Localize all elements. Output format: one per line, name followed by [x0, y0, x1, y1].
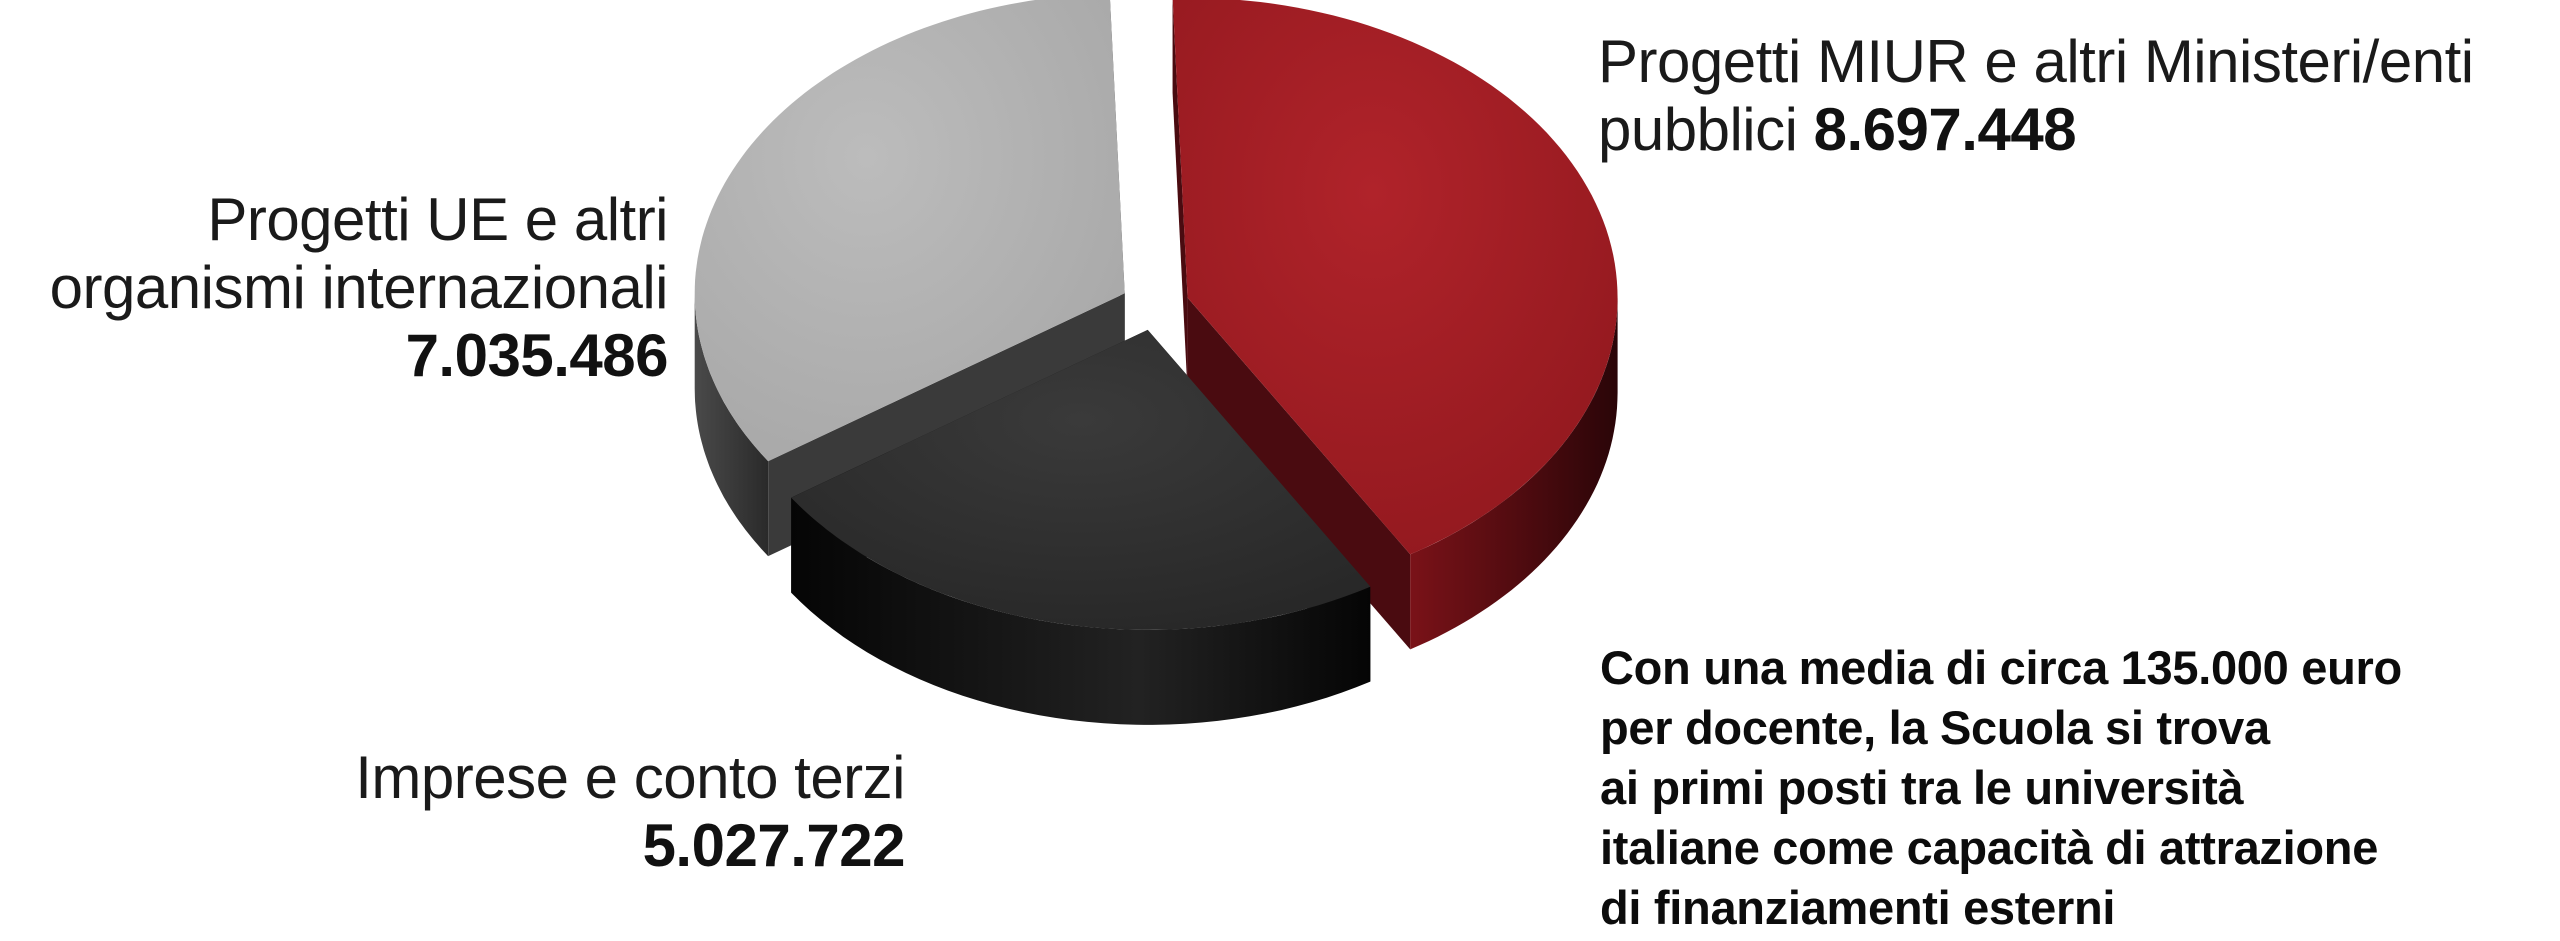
slice-cut-miur-1 — [1187, 297, 1411, 650]
slice-label-ue-line-2: organismi internazionali — [49, 254, 669, 321]
funding-note-line-5: di finanziamenti esterni — [1600, 881, 2116, 934]
slice-label-imprese-line-1: Imprese e conto terzi — [355, 744, 905, 811]
pie-slice-ue — [694, 0, 1125, 462]
pie-slice-imprese — [791, 329, 1371, 630]
slice-label-miur-line-1: Progetti MIUR e altri Ministeri/enti — [1598, 28, 2474, 95]
slice-cut-miur-0 — [1172, 0, 1188, 393]
slice-label-miur-line-2: pubblici — [1598, 96, 1798, 163]
funding-note-line-2: per docente, la Scuola si trova — [1600, 701, 2270, 754]
slice-label-imprese: Imprese e conto terzi 5.027.722 — [120, 744, 905, 880]
funding-note-line-3: ai primi posti tra le università — [1600, 761, 2244, 814]
slice-value-imprese: 5.027.722 — [642, 812, 906, 879]
slice-label-miur: Progetti MIUR e altri Ministeri/enti pub… — [1598, 28, 2560, 164]
funding-note: Con una media di circa 135.000 euro per … — [1600, 638, 2560, 938]
slice-side-imprese — [791, 497, 1371, 725]
slice-side-ue — [694, 293, 769, 557]
slice-label-ue: Progetti UE e altri organismi internazio… — [0, 186, 669, 390]
slice-value-ue: 7.035.486 — [405, 322, 669, 389]
slice-label-ue-line-1: Progetti UE e altri — [207, 186, 668, 253]
funding-note-line-4: italiane come capacità di attrazione — [1600, 821, 2379, 874]
funding-note-line-1: Con una media di circa 135.000 euro — [1600, 641, 2402, 694]
slice-side-miur — [1410, 297, 1618, 650]
slice-value-miur: 8.697.448 — [1813, 96, 2077, 163]
pie-slice-miur — [1172, 0, 1618, 555]
